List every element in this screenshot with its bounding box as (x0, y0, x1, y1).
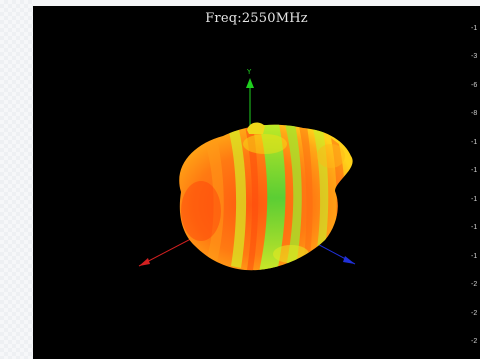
pattern-top-nub (247, 122, 265, 134)
radiation-pattern-viewport[interactable]: Freq:2550MHz Y (33, 6, 480, 359)
pattern-shade (181, 181, 221, 241)
pattern-green-band (259, 124, 286, 271)
window-side-strip (0, 0, 33, 359)
pattern-highlight (273, 245, 309, 263)
y-axis-label: Y (246, 68, 252, 76)
pattern-ridge (205, 138, 224, 262)
pattern-ridge (299, 126, 313, 268)
pattern-highlight (243, 134, 287, 154)
frequency-title: Freq:2550MHz (205, 11, 308, 26)
radiation-pattern-surface (179, 122, 353, 271)
radiation-pattern-3d-plot: Y (138, 68, 356, 271)
pattern-green-band (285, 124, 302, 271)
z-axis-arrow (343, 256, 355, 264)
pattern-ridge (245, 126, 259, 270)
pattern-green-band (229, 130, 247, 268)
pattern-highlight (317, 144, 345, 168)
y-axis-arrow (246, 78, 254, 88)
x-axis-arrow (139, 258, 150, 266)
